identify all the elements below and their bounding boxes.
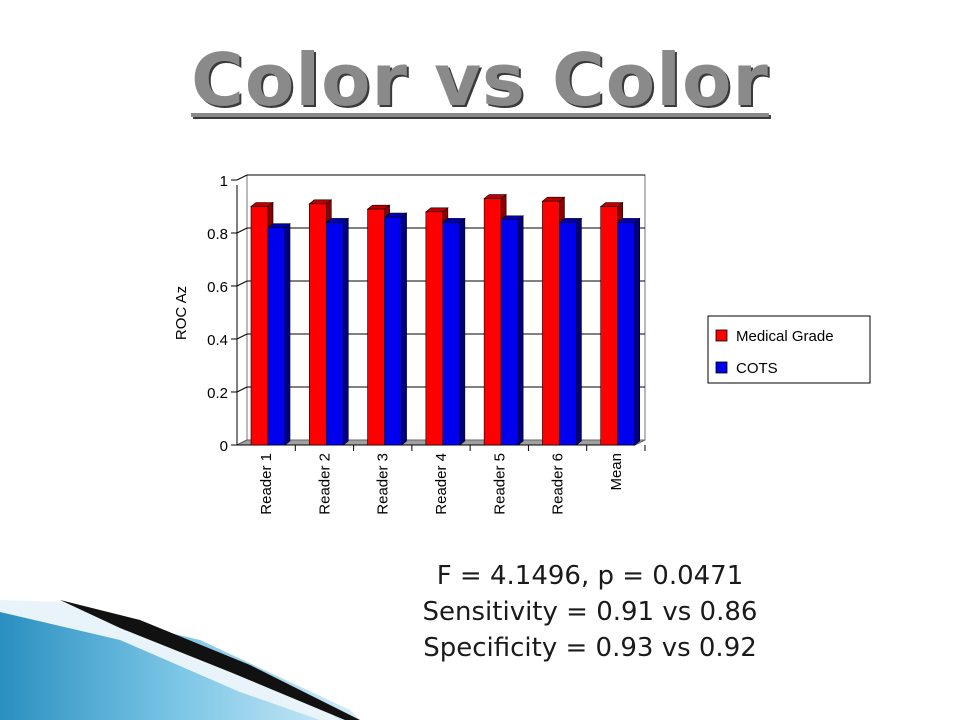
bar-side xyxy=(459,217,466,446)
bar xyxy=(542,200,560,446)
y-tick-label: 0.2 xyxy=(207,385,228,402)
bar xyxy=(559,222,577,446)
x-tick-label: Mean xyxy=(608,453,625,491)
x-tick-label: Reader 4 xyxy=(433,453,450,515)
bar xyxy=(600,206,619,446)
gridline-side xyxy=(236,386,248,393)
gridline-side xyxy=(236,333,248,340)
x-tick-label: Reader 3 xyxy=(375,453,392,515)
statistics-block: F = 4.1496, p = 0.0471 Sensitivity = 0.9… xyxy=(370,558,810,666)
x-tick-label: Reader 5 xyxy=(491,453,508,515)
bar xyxy=(267,227,286,446)
bar xyxy=(325,222,344,446)
y-tick-label: 0.6 xyxy=(207,279,228,296)
bar xyxy=(500,219,519,446)
x-tick-label: Reader 1 xyxy=(258,453,275,515)
stats-sensitivity: Sensitivity = 0.91 vs 0.86 xyxy=(422,597,758,627)
y-tick-label: 0 xyxy=(220,438,228,455)
bar xyxy=(442,222,461,446)
stats-specificity: Specificity = 0.93 vs 0.92 xyxy=(423,633,757,663)
bar-side xyxy=(634,217,641,446)
legend-label: Medical Grade xyxy=(736,328,834,345)
gridline-side xyxy=(236,174,248,181)
bar xyxy=(384,216,402,446)
slide-title: Color vs Color xyxy=(191,38,769,122)
bar xyxy=(483,198,502,446)
bar-side xyxy=(576,217,582,446)
bar xyxy=(617,222,636,446)
bar xyxy=(425,211,444,446)
bar-side xyxy=(517,215,524,446)
bar-side xyxy=(342,217,349,446)
stats-f-test: F = 4.1496, p = 0.0471 xyxy=(436,561,744,591)
y-axis-label: ROC Az xyxy=(173,286,190,340)
bar-side xyxy=(401,212,407,446)
x-tick-label: Reader 2 xyxy=(316,453,333,515)
gridline-side xyxy=(236,227,248,234)
x-tick-label: Reader 6 xyxy=(550,453,567,515)
legend-box xyxy=(707,315,871,384)
gridline-side xyxy=(236,280,248,287)
bar xyxy=(250,206,269,446)
legend-swatch xyxy=(715,361,728,374)
y-tick-label: 0.4 xyxy=(207,332,228,349)
bar xyxy=(308,203,327,446)
y-tick-label: 0.8 xyxy=(207,226,228,243)
legend-label: COTS xyxy=(736,360,778,377)
bar xyxy=(367,208,385,446)
y-tick-label: 1 xyxy=(220,173,228,190)
legend-swatch xyxy=(715,329,728,342)
bar-side xyxy=(284,223,291,446)
